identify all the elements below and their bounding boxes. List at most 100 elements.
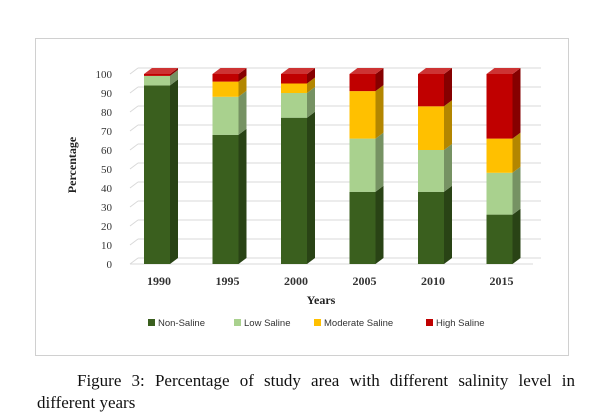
bar-side-face [307,68,315,84]
legend: Non-Saline Low Saline Moderate Saline High … [148,318,485,329]
bar-segment [212,68,247,82]
y-tick-label: 20 [101,221,113,233]
y-tick-label: 10 [101,240,113,252]
bar-side-face [512,208,521,264]
bar-top-face [281,68,315,74]
x-tick-label: 2005 [353,274,377,288]
gridline-depth [129,181,139,189]
y-tick-label: 40 [101,183,113,195]
y-tick-label: 60 [101,145,113,157]
bar-segment [486,132,521,173]
legend-swatch [234,319,241,326]
x-tick-label: 1990 [147,274,171,288]
bar-front-face [486,214,513,264]
bar-front-face [281,117,307,264]
bar-front-face [349,191,376,264]
gridline-depth [129,105,139,113]
bar-side-face [375,132,384,192]
gridline-depth [129,143,139,151]
bar-side-face [170,79,178,265]
bar-side-face [512,68,521,139]
gridline-depth [129,238,139,246]
bar-front-face [349,91,376,139]
bar-segment [486,166,521,215]
bar-front-face [349,74,376,92]
figure-caption: Figure 3: Percentage of study area with … [37,371,575,412]
bar-front-face [486,138,513,173]
bar-segment [144,79,178,265]
y-tick-label: 70 [101,126,113,138]
bar-front-face [212,134,239,264]
y-tick-label: 80 [101,107,113,119]
gridline-depth [129,124,139,132]
bar-side-face [444,144,452,192]
bar-segment [349,68,384,92]
y-tick-label: 30 [101,202,113,214]
bar-segment [281,77,315,93]
y-axis-title: Percentage [65,136,79,193]
bar-segment [212,90,247,135]
bar-front-face [281,74,307,84]
bar-side-face [512,166,521,215]
bar-segment [281,68,315,84]
gridlines [129,67,541,265]
bar-side-face [375,185,384,264]
bar-front-face [418,74,444,107]
bar-top-face [144,68,178,74]
bar-side-face [444,68,452,107]
legend-label: Low Saline [244,318,290,329]
bar-front-face [212,96,239,135]
bar-front-face [486,172,513,215]
legend-swatch [148,319,155,326]
y-tick-label: 50 [101,164,113,176]
bar-front-face [418,191,444,264]
legend-swatch [426,319,433,326]
legend-label: High Saline [436,318,485,329]
bar-side-face [375,85,384,139]
gridline-depth [129,162,139,170]
bar-front-face [144,85,170,265]
bar-side-face [238,90,247,135]
bar-side-face [512,132,521,173]
bar-segment [212,128,247,264]
bar-front-face [349,138,376,192]
bar-segment [418,68,452,107]
x-tick-labels: 1990 1995 2000 2005 2010 2015 [147,274,514,288]
legend-item: Non-Saline [148,318,205,329]
y-tick-label: 100 [96,69,113,81]
y-tick-label: 0 [107,259,113,271]
y-tick-labels: 0 10 20 30 40 50 60 70 80 90 100 [96,69,113,271]
bar-segment [418,185,452,264]
bar-side-face [444,100,452,150]
bar-top-face [486,68,521,74]
bar-front-face [281,93,307,118]
bar-segment [144,69,178,86]
bar-side-face [238,128,247,264]
bar-segment [349,85,384,139]
chart-frame: 0 10 20 30 40 50 60 70 80 90 100 1990 1995 2000 2005 2… [35,38,569,356]
gridline-depth [129,257,139,265]
bar-side-face [444,185,452,264]
bar-side-face [170,68,178,76]
bar-front-face [212,81,239,97]
bar-side-face [238,68,247,82]
bar-front-face [212,74,239,82]
bar-segment [281,87,315,118]
x-tick-label: 1995 [216,274,240,288]
x-tick-label: 2000 [284,274,308,288]
x-tick-label: 2015 [490,274,514,288]
bar-side-face [307,111,315,264]
bar-front-face [281,83,307,93]
legend-label: Non-Saline [158,318,205,329]
bar-top-face [212,68,247,74]
gridline-depth [129,67,139,75]
bar-side-face [238,75,247,97]
gridline-depth [129,200,139,208]
bar-top-face [418,68,452,74]
bar-segment [144,68,178,76]
bar-segment [349,132,384,192]
bar-side-face [307,87,315,118]
y-tick-label: 90 [101,88,113,100]
legend-item: Low Saline [234,318,290,329]
gridline-depth [129,86,139,94]
